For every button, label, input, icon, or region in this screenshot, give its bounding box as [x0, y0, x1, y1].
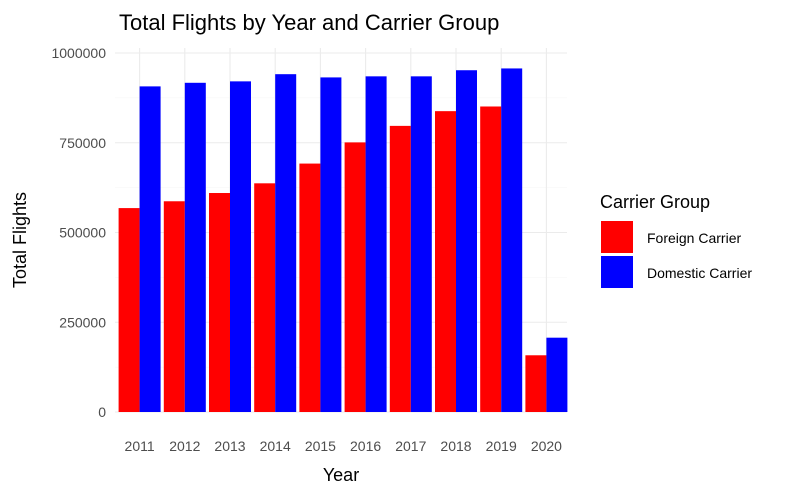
y-tick-label: 0 — [98, 404, 106, 420]
x-tick-label: 2011 — [125, 438, 155, 454]
legend-items: Foreign Carrier Domestic Carrier — [601, 221, 752, 288]
bar-domestic-carrier-2016 — [365, 76, 387, 413]
bar-domestic-carrier-2012 — [184, 82, 206, 412]
bar-domestic-carrier-2014 — [275, 74, 297, 412]
y-axis-title: Total Flights — [10, 192, 30, 288]
y-axis-tick-labels: 0 250000 500000 750000 1000000 — [51, 45, 106, 420]
x-tick-label: 2012 — [169, 438, 200, 454]
bar-foreign-carrier-2018 — [435, 111, 456, 413]
x-tick-label: 2019 — [486, 438, 517, 454]
bar-foreign-carrier-2011 — [118, 208, 140, 412]
legend-swatch-domestic-carrier — [601, 256, 633, 288]
legend-swatch-foreign-carrier — [601, 221, 633, 253]
x-tick-label: 2018 — [440, 438, 471, 454]
y-tick-label: 1000000 — [51, 45, 106, 61]
x-tick-label: 2015 — [305, 438, 336, 454]
legend-label-domestic-carrier: Domestic Carrier — [647, 265, 752, 281]
y-tick-label: 750000 — [59, 135, 106, 151]
bar-foreign-carrier-2019 — [480, 106, 502, 412]
bar-foreign-carrier-2012 — [163, 201, 185, 412]
bar-foreign-carrier-2015 — [299, 163, 321, 412]
legend-label-foreign-carrier: Foreign Carrier — [647, 230, 741, 246]
bar-foreign-carrier-2014 — [254, 183, 276, 412]
bar-foreign-carrier-2013 — [209, 193, 230, 412]
chart-title: Total Flights by Year and Carrier Group — [119, 10, 499, 35]
bar-foreign-carrier-2020 — [525, 355, 547, 412]
legend: Carrier Group Foreign Carrier Domestic Ca… — [600, 192, 752, 288]
bar-domestic-carrier-2020 — [546, 337, 568, 412]
bars — [118, 68, 568, 413]
y-tick-label: 250000 — [59, 314, 106, 330]
bar-foreign-carrier-2016 — [344, 142, 366, 413]
bar-domestic-carrier-2018 — [456, 70, 477, 413]
x-tick-label: 2014 — [260, 438, 291, 454]
x-tick-label: 2013 — [214, 438, 245, 454]
x-tick-label: 2020 — [531, 438, 562, 454]
bar-domestic-carrier-2013 — [230, 81, 251, 413]
x-axis-tick-labels: 2011 2012 2013 2014 2015 2016 2017 2018 2019 2020 — [125, 438, 563, 454]
bar-domestic-carrier-2015 — [320, 77, 342, 413]
legend-title: Carrier Group — [600, 192, 710, 212]
bar-domestic-carrier-2019 — [501, 68, 523, 412]
x-axis-title: Year — [323, 465, 359, 485]
bar-foreign-carrier-2017 — [389, 125, 411, 412]
bar-domestic-carrier-2011 — [139, 86, 161, 413]
bar-domestic-carrier-2017 — [410, 76, 432, 413]
x-tick-label: 2017 — [395, 438, 426, 454]
x-tick-label: 2016 — [350, 438, 381, 454]
y-tick-label: 500000 — [59, 225, 106, 241]
